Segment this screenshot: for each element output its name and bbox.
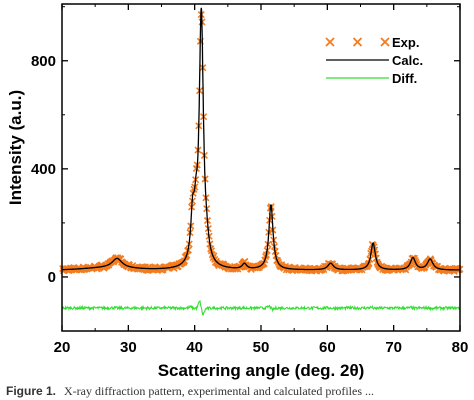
caption-label: Figure 1. (6, 384, 57, 398)
caption-text: X-ray diffraction pattern, experimental … (64, 384, 374, 398)
x-tick-label: 80 (452, 339, 469, 356)
exp-series-layer (59, 11, 464, 275)
exp-markers (59, 11, 464, 275)
diff-line (61, 299, 461, 316)
legend-label: Calc. (392, 53, 423, 68)
x-axis-label: Scattering angle (deg. 2θ) (158, 361, 365, 380)
y-tick-label: 800 (31, 53, 56, 70)
figure-caption: Figure 1. X-ray diffraction pattern, expe… (6, 384, 474, 400)
calc-series-layer (61, 7, 460, 271)
x-tick-label: 70 (385, 339, 402, 356)
legend-label: Diff. (392, 71, 417, 86)
x-tick-label: 30 (120, 339, 137, 356)
diff-series-layer (61, 299, 461, 316)
x-tick-label: 40 (186, 339, 203, 356)
x-tick-label: 50 (253, 339, 270, 356)
legend-marker-exp (325, 37, 390, 47)
legend-label: Exp. (392, 35, 419, 50)
x-tick-label: 20 (54, 339, 71, 356)
y-tick-label: 0 (48, 269, 56, 286)
y-axis-label: Intensity (a.u.) (6, 90, 25, 205)
x-tick-label: 60 (319, 339, 336, 356)
legend: Exp. Calc. Diff. (325, 35, 423, 86)
calc-line (61, 7, 460, 271)
y-tick-label: 400 (31, 161, 56, 178)
